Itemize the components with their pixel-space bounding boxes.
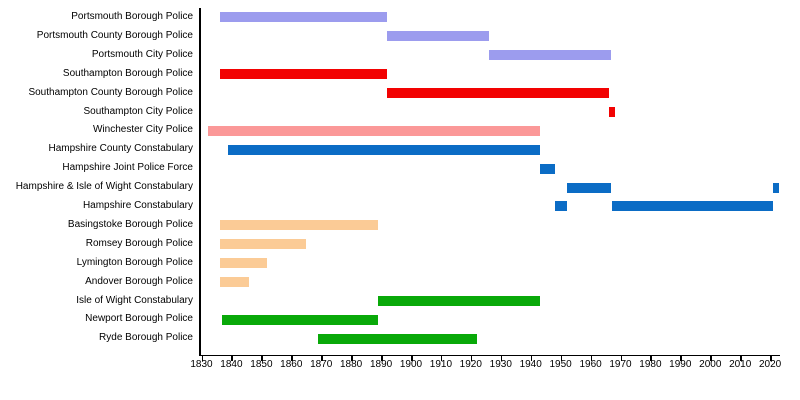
x-axis-tick <box>201 356 203 361</box>
x-axis-tick <box>381 356 383 361</box>
row-label: Andover Borough Police <box>85 275 193 287</box>
timeline-bar <box>773 182 780 193</box>
x-axis-tick-label: 1830 <box>190 359 213 370</box>
row-label: Southampton City Police <box>83 105 193 117</box>
x-axis-tick-label: 1980 <box>639 359 662 370</box>
row-label: Portsmouth County Borough Police <box>36 29 193 41</box>
x-axis-tick-label: 2020 <box>758 359 782 370</box>
row-label: Basingstoke Borough Police <box>67 218 193 230</box>
row-label: Hampshire County Constabulary <box>48 143 193 155</box>
x-axis-tick-label: 1850 <box>250 359 273 370</box>
x-axis-tick <box>351 356 353 361</box>
row-label: Lymington Borough Police <box>76 256 193 268</box>
x-axis-tick-label: 1960 <box>579 359 602 370</box>
timeline-bar <box>207 125 540 136</box>
timeline-bar <box>554 201 567 212</box>
timeline-bar <box>228 144 540 155</box>
x-axis-tick <box>470 356 473 361</box>
timeline-bar <box>219 12 388 23</box>
x-axis-tick-label: 1920 <box>459 359 482 370</box>
y-axis-line <box>199 8 201 355</box>
x-axis-tick <box>770 356 772 361</box>
row-label: Southampton Borough Police <box>62 67 193 79</box>
x-axis-tick <box>440 356 443 361</box>
row-label: Ryde Borough Police <box>99 332 193 344</box>
x-axis-tick-label: 1890 <box>369 359 393 370</box>
timeline-bar <box>387 88 609 98</box>
x-axis-tick <box>710 356 712 361</box>
timeline-bar <box>219 277 250 287</box>
x-axis-tick-label: 2000 <box>699 359 722 370</box>
row-label: Southampton County Borough Police <box>28 86 193 98</box>
timeline-bar <box>219 220 379 231</box>
x-axis-tick <box>500 356 503 361</box>
row-label: Isle of Wight Constabulary <box>76 294 193 306</box>
x-axis-tick-label: 1950 <box>549 359 572 370</box>
timeline-bar <box>222 314 378 325</box>
row-label: Newport Borough Police <box>85 313 193 325</box>
x-axis-tick-label: 1910 <box>429 359 453 370</box>
x-axis-tick-label: 1930 <box>489 359 512 370</box>
x-axis-tick <box>231 356 233 361</box>
row-label: Winchester City Police <box>92 124 193 136</box>
x-axis-tick-label: 1860 <box>280 359 303 370</box>
x-axis-tick <box>261 356 263 361</box>
x-axis-tick-label: 1900 <box>399 359 423 370</box>
x-axis-tick <box>530 356 533 361</box>
x-axis-tick-label: 2010 <box>729 359 752 370</box>
x-axis-tick <box>291 356 293 361</box>
x-axis-tick <box>620 356 622 361</box>
x-axis-tick-label: 1970 <box>609 359 632 370</box>
row-label: Romsey Borough Police <box>85 237 193 249</box>
timeline-bar <box>219 258 268 269</box>
x-axis-tick-label: 1880 <box>339 359 363 370</box>
x-axis-tick-label: 1940 <box>519 359 542 370</box>
timeline-bar <box>539 163 555 174</box>
x-axis-tick <box>680 356 682 361</box>
timeline-bar <box>219 69 388 80</box>
x-axis-tick <box>321 356 323 361</box>
row-label: Portsmouth Borough Police <box>71 11 193 22</box>
row-label: Hampshire Constabulary <box>82 200 193 211</box>
timeline-bar <box>318 333 477 344</box>
timeline-bar <box>611 201 774 212</box>
timeline-bar <box>488 50 612 61</box>
timeline-bar <box>219 239 307 250</box>
x-axis-tick-label: 1990 <box>669 359 692 370</box>
x-axis-tick <box>560 356 563 361</box>
timeline-bar <box>566 182 612 193</box>
timeline-bar <box>387 31 489 42</box>
x-axis-tick <box>411 356 413 361</box>
x-axis-tick <box>740 356 742 361</box>
x-axis-tick-label: 1870 <box>310 359 333 370</box>
timeline-bar <box>378 295 540 306</box>
row-label: Portsmouth City Police <box>91 48 193 60</box>
timeline-bar <box>608 107 615 117</box>
x-axis-tick <box>650 356 652 361</box>
x-axis-line <box>199 354 780 356</box>
x-axis-tick <box>590 356 593 361</box>
row-label: Hampshire & Isle of Wight Constabulary <box>15 181 193 193</box>
row-label: Hampshire Joint Police Force <box>62 162 193 174</box>
x-axis-tick-label: 1840 <box>220 359 243 370</box>
